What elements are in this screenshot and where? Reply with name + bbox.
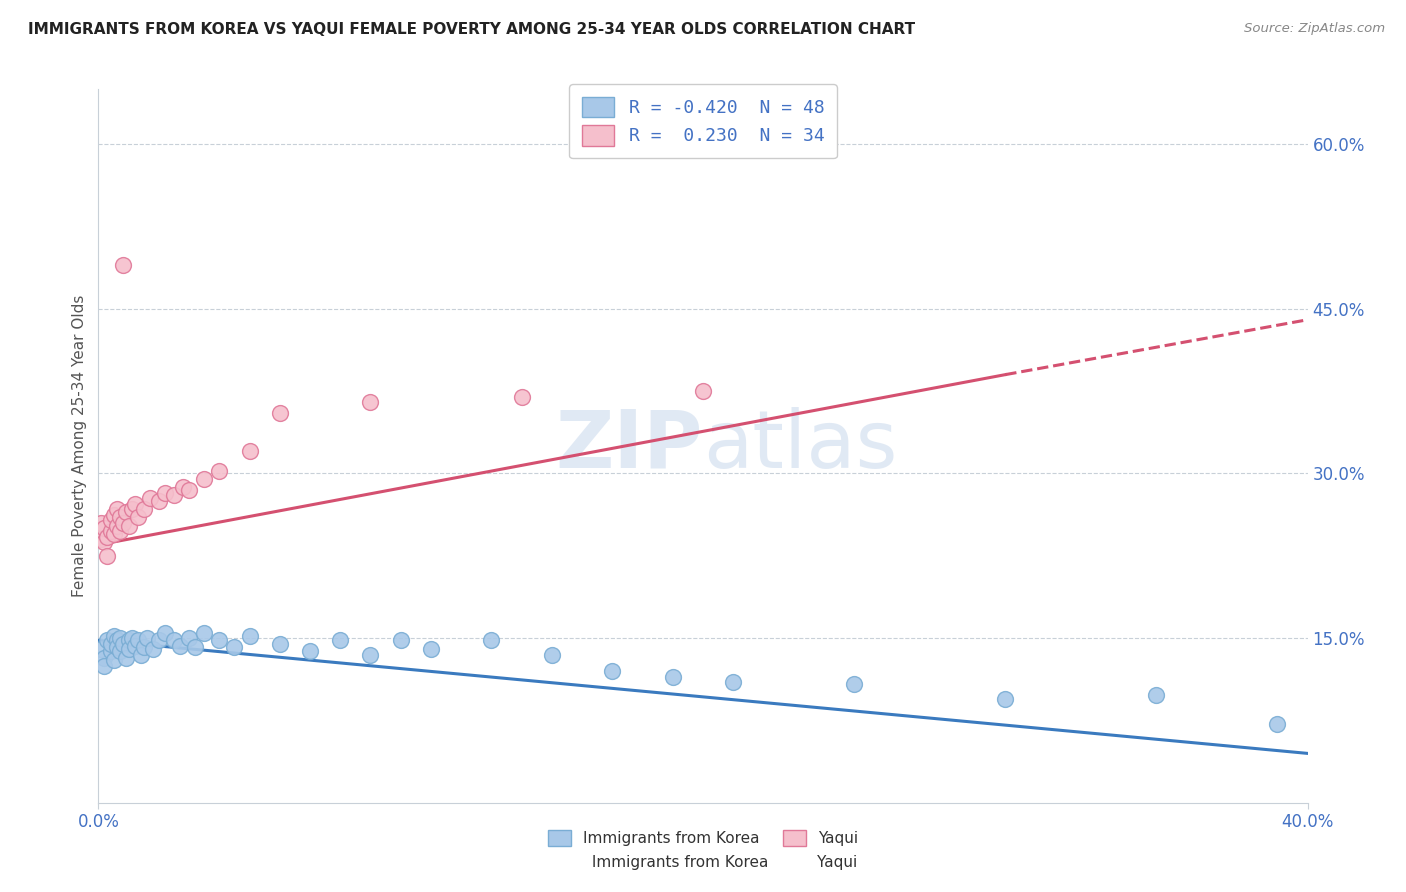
- Point: [239, 444, 262, 458]
- Point: [1144, 688, 1167, 702]
- Text: Source: ZipAtlas.com: Source: ZipAtlas.com: [1244, 22, 1385, 36]
- Point: [111, 516, 134, 530]
- Point: [163, 488, 186, 502]
- Point: [299, 644, 322, 658]
- Point: [481, 633, 503, 648]
- Point: [163, 633, 186, 648]
- Point: [108, 524, 131, 538]
- Point: [111, 637, 134, 651]
- Point: [269, 637, 291, 651]
- Point: [510, 390, 533, 404]
- Point: [193, 472, 215, 486]
- Point: [172, 480, 194, 494]
- Point: [329, 633, 352, 648]
- Point: [153, 625, 176, 640]
- Point: [105, 633, 128, 648]
- Text: IMMIGRANTS FROM KOREA VS YAQUI FEMALE POVERTY AMONG 25-34 YEAR OLDS CORRELATION : IMMIGRANTS FROM KOREA VS YAQUI FEMALE PO…: [28, 22, 915, 37]
- Point: [224, 640, 246, 654]
- Point: [239, 629, 262, 643]
- Point: [184, 640, 207, 654]
- Point: [105, 640, 128, 654]
- Point: [108, 631, 131, 645]
- Point: [111, 258, 134, 272]
- Point: [208, 464, 231, 478]
- Point: [90, 533, 112, 547]
- Point: [360, 648, 382, 662]
- Point: [540, 648, 562, 662]
- Point: [360, 395, 382, 409]
- Point: [103, 508, 125, 523]
- Point: [602, 664, 624, 678]
- Point: [124, 497, 146, 511]
- Point: [121, 501, 143, 516]
- Point: [100, 644, 122, 658]
- Point: [132, 640, 155, 654]
- Point: [96, 549, 118, 563]
- Text: ZIP: ZIP: [555, 407, 703, 485]
- Point: [1267, 716, 1289, 731]
- Point: [994, 691, 1017, 706]
- Point: [132, 501, 155, 516]
- Point: [148, 633, 170, 648]
- Point: [96, 530, 118, 544]
- Point: [105, 501, 128, 516]
- Point: [661, 669, 683, 683]
- Point: [100, 524, 122, 538]
- Point: [90, 642, 112, 657]
- Point: [108, 510, 131, 524]
- Point: [179, 631, 201, 645]
- Point: [127, 510, 149, 524]
- Point: [129, 648, 152, 662]
- Point: [103, 629, 125, 643]
- Point: [420, 642, 443, 657]
- Point: [103, 526, 125, 541]
- Y-axis label: Female Poverty Among 25-34 Year Olds: Female Poverty Among 25-34 Year Olds: [72, 295, 87, 597]
- Point: [100, 637, 122, 651]
- Point: [135, 631, 157, 645]
- Point: [723, 675, 745, 690]
- Point: [139, 491, 162, 505]
- Point: [148, 494, 170, 508]
- Point: [118, 633, 141, 648]
- Point: [118, 519, 141, 533]
- Point: [208, 633, 231, 648]
- Point: [124, 639, 146, 653]
- Point: [692, 384, 714, 398]
- Point: [179, 483, 201, 497]
- Point: [93, 651, 115, 665]
- Point: [105, 519, 128, 533]
- Point: [100, 512, 122, 526]
- Point: [93, 521, 115, 535]
- Point: [389, 633, 412, 648]
- Point: [118, 642, 141, 657]
- Text: atlas: atlas: [703, 407, 897, 485]
- Point: [269, 406, 291, 420]
- Point: [153, 486, 176, 500]
- Point: [90, 516, 112, 530]
- Point: [844, 677, 866, 691]
- Legend: R = -0.420  N = 48, R =  0.230  N = 34: R = -0.420 N = 48, R = 0.230 N = 34: [569, 84, 837, 158]
- Point: [121, 631, 143, 645]
- Point: [103, 653, 125, 667]
- Point: [114, 651, 136, 665]
- Point: [193, 625, 215, 640]
- Point: [114, 505, 136, 519]
- Point: [169, 639, 191, 653]
- Point: [108, 644, 131, 658]
- Point: [142, 642, 165, 657]
- Point: [127, 633, 149, 648]
- Point: [93, 658, 115, 673]
- Point: [96, 633, 118, 648]
- Point: [93, 534, 115, 549]
- Text: Immigrants from Korea          Yaqui: Immigrants from Korea Yaqui: [548, 855, 858, 870]
